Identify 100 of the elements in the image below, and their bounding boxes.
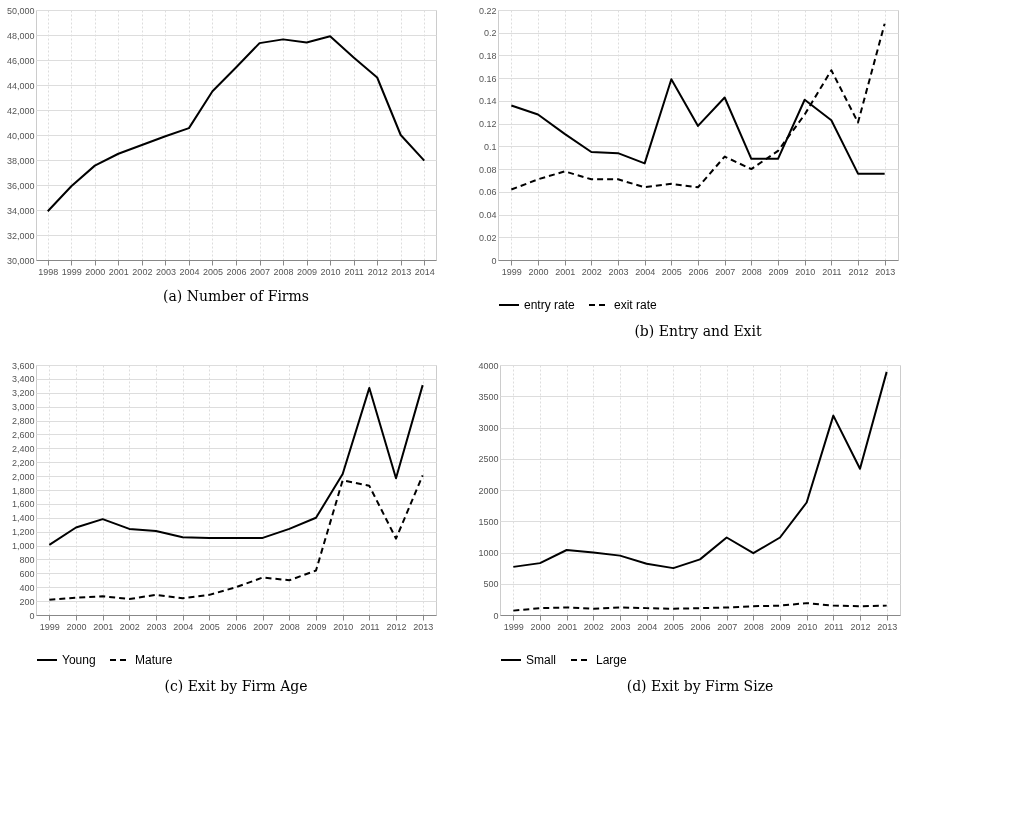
x-tick-label: 2012 [848, 266, 869, 277]
x-tick-label: 2005 [202, 266, 223, 277]
x-tick-label: 1999 [501, 266, 522, 277]
x-tick-label: 2008 [743, 621, 764, 632]
x-tick-label: 2002 [132, 266, 153, 277]
x-tick-label: 2001 [108, 266, 129, 277]
x-tick-label: 2011 [360, 621, 380, 632]
x-tick-label: 2002 [119, 621, 140, 632]
y-tick-label: 0.08 [478, 164, 497, 175]
y-tick-label: 40,000 [6, 130, 35, 141]
x-tick-label: 2009 [770, 621, 791, 632]
x-tick-label: 2002 [583, 621, 604, 632]
x-tick-label: 2010 [795, 266, 816, 277]
y-tick-label: 2,800 [11, 416, 35, 427]
y-tick-label: 0.16 [478, 73, 497, 84]
x-tick-label: 2010 [333, 621, 354, 632]
y-tick-label: 44,000 [6, 80, 35, 91]
x-tick-label: 2001 [555, 266, 576, 277]
y-tick-label: 1,600 [11, 499, 35, 510]
x-tick-label: 2011 [824, 621, 844, 632]
y-tick-label: 500 [483, 579, 499, 590]
x-tick-label: 2004 [179, 266, 200, 277]
y-tick-label: 3500 [478, 391, 499, 402]
x-tick-label: 2007 [717, 621, 738, 632]
x-tick-label: 2009 [768, 266, 789, 277]
text: (d) Exit by Firm Size [626, 678, 774, 694]
y-tick-label: 3000 [478, 423, 499, 433]
x-tick-label: 2001 [93, 621, 114, 632]
legend-label: Small [526, 653, 557, 667]
x-tick-label: 2013 [413, 621, 434, 632]
x-tick-label: 2005 [199, 621, 220, 632]
y-tick-label: 0.04 [478, 210, 497, 221]
x-tick-label: 2009 [297, 266, 318, 277]
y-tick-label: 400 [19, 582, 35, 593]
y-tick-label: 1000 [478, 548, 499, 558]
y-tick-label: 2,600 [11, 429, 35, 440]
y-tick-label: 0.14 [478, 96, 497, 107]
x-tick-label: 2007 [250, 266, 271, 277]
x-tick-label: 2000 [66, 621, 87, 632]
y-tick-label: 42,000 [6, 105, 35, 116]
line-series [48, 474, 424, 601]
y-tick-label: 2,200 [11, 457, 35, 468]
legend-label: Mature [135, 653, 173, 667]
y-tick-label: 2000 [478, 485, 499, 496]
x-tick-label: 2005 [661, 266, 682, 277]
y-tick-label: 0 [29, 610, 35, 621]
y-tick-label: 32,000 [6, 230, 35, 241]
y-tick-label: 2,400 [11, 443, 35, 454]
y-tick-label: 0.18 [478, 50, 497, 61]
x-tick-label: 2000 [528, 266, 549, 277]
x-tick-label: 2004 [637, 621, 658, 632]
y-tick-label: 46,000 [6, 55, 35, 66]
x-tick-label: 2004 [173, 621, 194, 632]
x-tick-label: 2008 [273, 266, 294, 277]
y-tick-label: 200 [19, 596, 35, 607]
y-tick-label: 0 [491, 255, 497, 266]
x-tick-label: 2007 [253, 621, 274, 632]
x-tick-label: 2001 [557, 621, 578, 632]
x-tick-label: 2013 [875, 266, 896, 277]
text: (a) Number of Firms [162, 288, 310, 304]
x-tick-label: 2006 [688, 266, 709, 277]
y-tick-label: 30,000 [6, 255, 35, 266]
y-tick-label: 34,000 [6, 205, 35, 216]
y-tick-label: 0.1 [483, 141, 497, 152]
x-tick-label: 1999 [503, 621, 524, 632]
y-tick-label: 48,000 [6, 30, 35, 41]
y-tick-label: 1,200 [11, 527, 35, 538]
x-tick-label: 2011 [344, 266, 364, 277]
legend-label: entry rate [524, 298, 576, 312]
x-tick-label: 2000 [530, 621, 551, 632]
y-tick-label: 38,000 [6, 155, 35, 166]
y-tick-label: 800 [19, 554, 35, 565]
x-tick-label: 1998 [38, 266, 59, 277]
x-tick-label: 2003 [608, 266, 629, 277]
y-tick-label: 1,000 [11, 541, 35, 552]
line-series [510, 22, 886, 191]
x-tick-label: 2008 [741, 266, 762, 277]
y-tick-label: 3,200 [11, 388, 35, 399]
y-tick-label: 4000 [478, 360, 499, 371]
y-tick-label: 3,000 [11, 402, 35, 413]
x-tick-label: 2000 [85, 266, 106, 277]
line-series [48, 384, 424, 546]
text: (c) Exit by Firm Age [164, 678, 308, 694]
x-tick-label: 2008 [279, 621, 300, 632]
y-tick-label: 1500 [478, 516, 499, 527]
y-tick-label: 2,000 [11, 471, 35, 482]
x-tick-label: 1999 [39, 621, 60, 632]
x-tick-label: 2014 [414, 266, 435, 277]
x-tick-label: 1999 [61, 266, 82, 277]
y-tick-label: 3,600 [11, 360, 35, 371]
y-tick-label: 2500 [478, 454, 499, 465]
y-tick-label: 0.06 [478, 187, 497, 198]
line-series [512, 370, 888, 570]
legend-label: Large [596, 653, 628, 667]
x-tick-label: 2006 [226, 266, 247, 277]
y-tick-label: 36,000 [6, 180, 35, 191]
x-tick-label: 2003 [146, 621, 167, 632]
line-series [46, 35, 426, 213]
x-tick-label: 2012 [367, 266, 388, 277]
line-series [512, 602, 888, 612]
